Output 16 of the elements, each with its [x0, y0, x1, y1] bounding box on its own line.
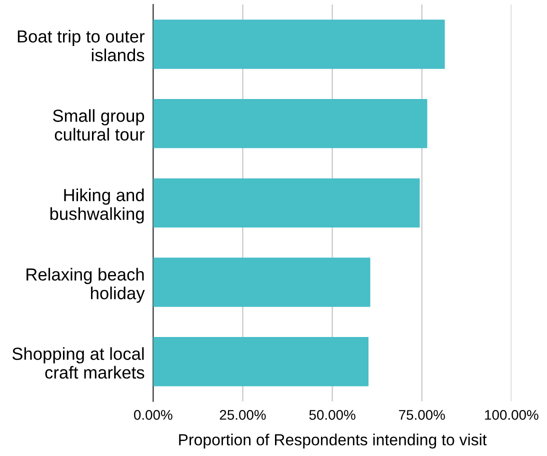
x-tick-label: 100.00%: [485, 410, 538, 420]
y-tick-label: Shopping at local craft markets: [12, 347, 144, 379]
y-tick-label: Hiking and bushwalking: [50, 188, 144, 224]
x-tick-label: 50.00%: [309, 410, 356, 420]
bar: [153, 178, 420, 228]
x-tick-label: 0.00%: [134, 410, 172, 420]
y-tick-label: Small group cultural tour: [52, 109, 145, 141]
bar: [153, 20, 445, 69]
y-tick-label: Relaxing beach holiday: [26, 268, 145, 303]
y-tick-label: Boat trip to outer islands: [18, 30, 145, 62]
x-tick-label: 75.00%: [399, 410, 445, 420]
x-axis-title: Proportion of Respondents intending to visit: [179, 434, 487, 449]
bar: [153, 337, 368, 386]
bar: [153, 98, 428, 148]
x-tick-label: 25.00%: [220, 410, 266, 420]
bar: [153, 258, 370, 307]
